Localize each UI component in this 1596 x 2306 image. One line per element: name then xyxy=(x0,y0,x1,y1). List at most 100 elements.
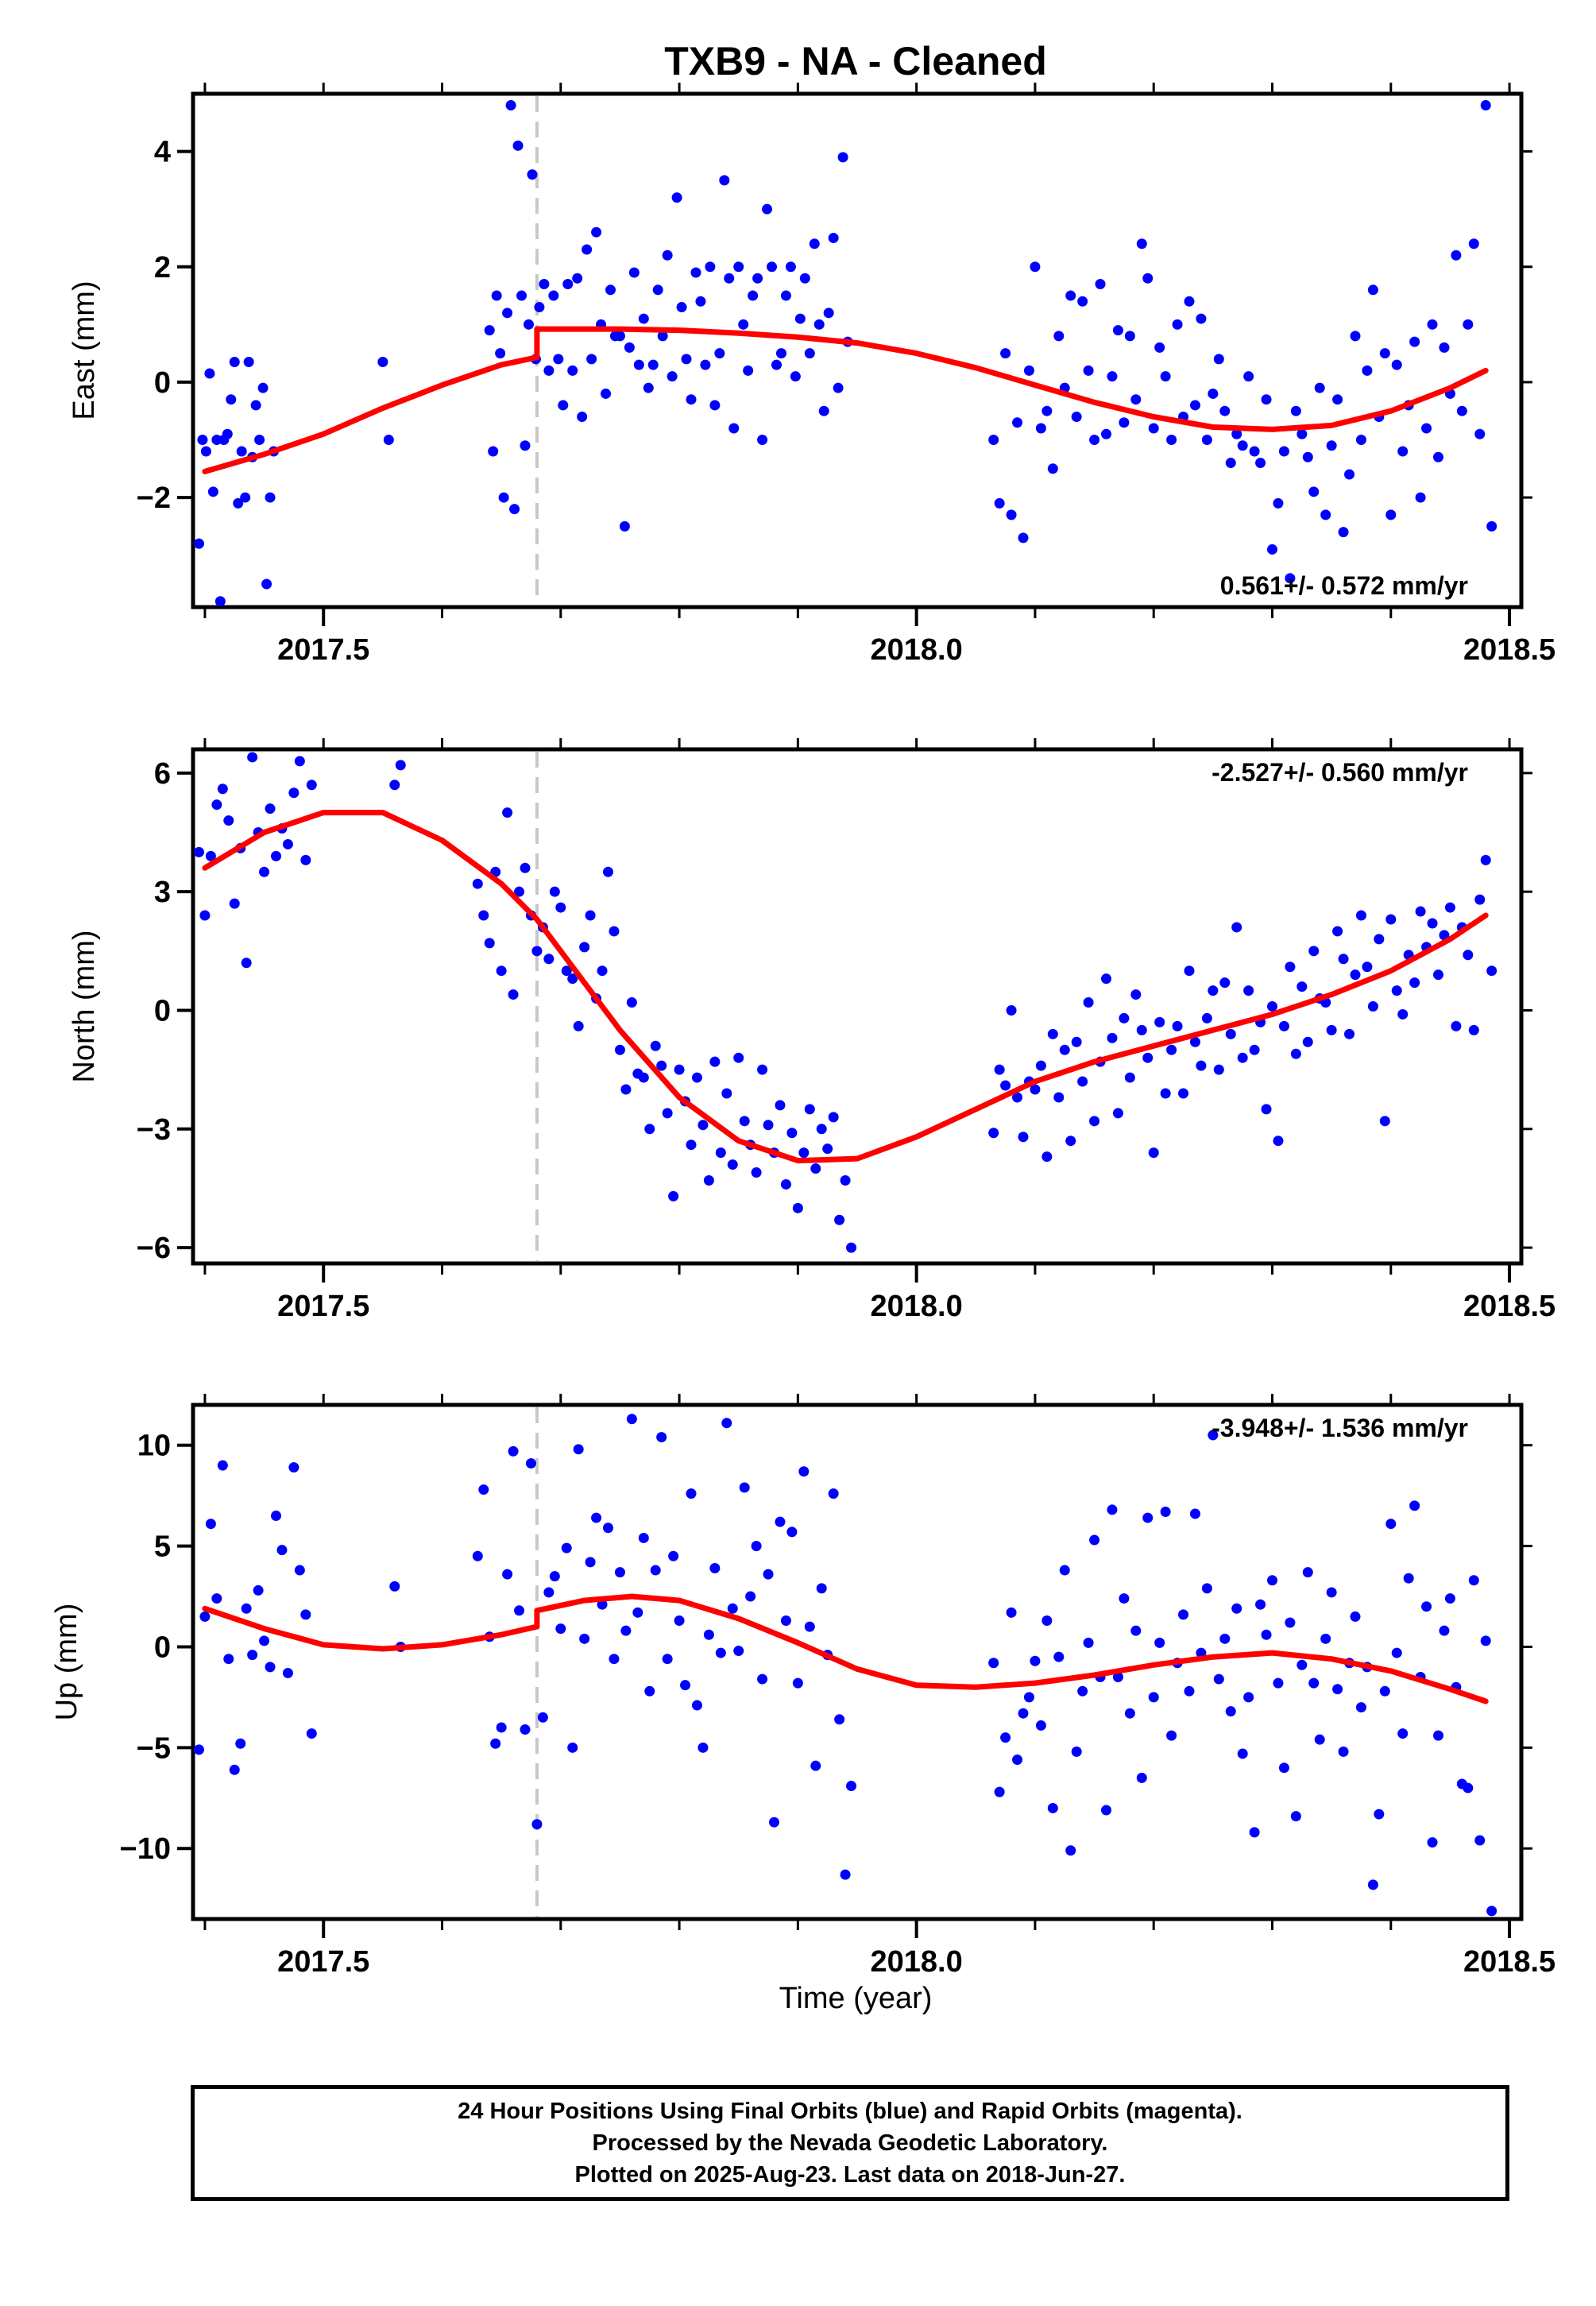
data-point xyxy=(1047,1802,1058,1813)
data-point xyxy=(247,752,258,763)
data-point xyxy=(241,1603,252,1614)
data-point xyxy=(1439,930,1450,941)
data-point xyxy=(667,371,678,382)
data-point xyxy=(496,1722,507,1733)
data-point xyxy=(1456,405,1467,416)
data-point xyxy=(1196,313,1207,324)
data-point xyxy=(509,504,520,515)
data-point xyxy=(514,886,525,897)
data-point xyxy=(1136,238,1147,250)
data-point xyxy=(1189,1036,1200,1047)
data-point xyxy=(780,1615,791,1626)
data-point xyxy=(525,1458,536,1469)
data-point xyxy=(1480,100,1491,111)
data-point xyxy=(626,997,637,1008)
data-point xyxy=(389,780,400,791)
data-point xyxy=(775,348,786,359)
data-point xyxy=(1237,1748,1248,1759)
data-point xyxy=(1089,1116,1100,1127)
data-point xyxy=(638,313,649,324)
data-point xyxy=(763,1569,774,1580)
data-point xyxy=(1142,273,1154,284)
data-point xyxy=(628,267,640,278)
data-point xyxy=(1463,319,1474,330)
data-point xyxy=(1089,1534,1100,1546)
data-point xyxy=(1101,973,1111,985)
data-point xyxy=(1148,1147,1159,1159)
data-point xyxy=(757,435,768,446)
data-point xyxy=(724,273,735,284)
data-point xyxy=(1267,544,1277,555)
x-axis-label: Time (year) xyxy=(779,1982,933,2015)
data-point xyxy=(676,302,687,313)
x-tick-label: 2018.0 xyxy=(871,633,963,667)
data-point xyxy=(748,290,759,301)
x-tick-label: 2018.5 xyxy=(1463,1290,1555,1323)
data-point xyxy=(1119,1012,1130,1023)
data-point xyxy=(733,1646,744,1657)
data-point xyxy=(1374,934,1385,945)
data-point xyxy=(514,1605,525,1616)
data-point xyxy=(674,1615,685,1626)
data-point xyxy=(691,1072,702,1083)
velocity-rate-label: 0.561+/- 0.572 mm/yr xyxy=(1220,571,1468,600)
data-point xyxy=(1219,977,1231,989)
data-point xyxy=(553,354,564,365)
data-point xyxy=(762,203,773,215)
data-point xyxy=(668,1550,679,1561)
x-tick-label: 2018.5 xyxy=(1463,633,1555,667)
data-point xyxy=(1391,359,1402,370)
data-point xyxy=(804,1621,815,1632)
data-point xyxy=(816,1583,827,1594)
plot-frame xyxy=(191,747,1524,1266)
data-point xyxy=(644,1685,655,1697)
data-point xyxy=(567,1742,578,1753)
data-point xyxy=(1012,1092,1023,1103)
y-axis-label: North (mm) xyxy=(68,930,101,1082)
data-point xyxy=(531,1819,543,1830)
data-point xyxy=(484,325,495,336)
data-point xyxy=(199,910,211,921)
data-point xyxy=(282,1667,293,1678)
data-point xyxy=(235,1738,246,1749)
data-point xyxy=(799,273,810,284)
data-point xyxy=(1184,1685,1195,1697)
data-point xyxy=(703,1174,714,1186)
data-point xyxy=(1468,1575,1479,1586)
data-point xyxy=(1468,238,1479,250)
data-point xyxy=(1338,1746,1349,1757)
data-point xyxy=(1148,423,1159,434)
data-point xyxy=(573,1020,584,1031)
data-point xyxy=(804,1104,815,1115)
y-tick-label: 4 xyxy=(154,136,171,169)
data-point xyxy=(633,359,644,370)
data-point xyxy=(786,1128,798,1139)
data-point xyxy=(282,838,293,849)
data-point xyxy=(1338,527,1349,538)
data-point xyxy=(1119,417,1130,428)
data-point xyxy=(680,1680,691,1691)
data-point xyxy=(1290,1811,1301,1822)
data-point xyxy=(508,1445,519,1457)
data-point xyxy=(585,910,596,921)
data-point xyxy=(211,1593,222,1604)
data-point xyxy=(813,319,825,330)
data-point xyxy=(709,1563,721,1574)
data-point xyxy=(1439,1625,1450,1636)
data-point xyxy=(837,152,848,163)
data-point xyxy=(1107,1032,1118,1043)
data-point xyxy=(1018,1132,1029,1143)
data-point xyxy=(585,1557,596,1568)
data-point xyxy=(823,308,834,319)
data-point xyxy=(828,1112,839,1123)
data-point xyxy=(1160,1506,1171,1517)
panel-up: 2017.5 2018.0 2018.5 −10 −5 0 5 10 Up (mm) -3.948… xyxy=(50,1394,1555,1979)
data-point xyxy=(233,497,244,509)
data-point xyxy=(1142,1512,1154,1523)
data-point xyxy=(1308,946,1320,957)
data-point xyxy=(271,1511,281,1522)
data-point xyxy=(626,1414,637,1425)
data-point xyxy=(751,1167,762,1178)
model-fit-line xyxy=(202,1593,1489,1704)
y-tick-label: −2 xyxy=(137,482,171,515)
